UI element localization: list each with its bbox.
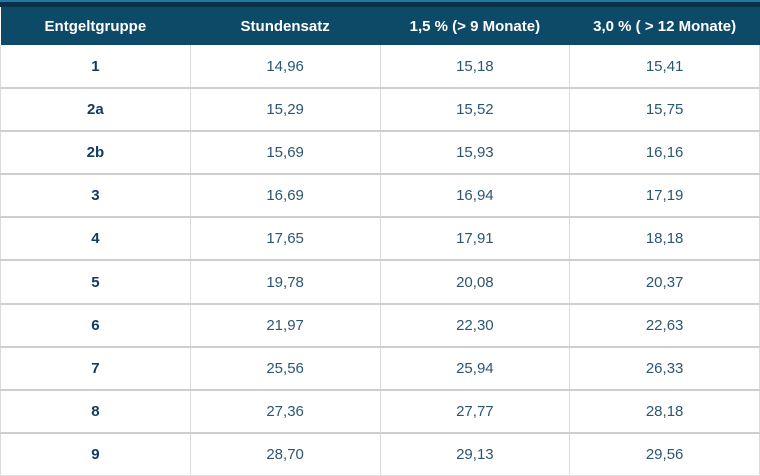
table-body: 1 14,96 15,18 15,41 2a 15,29 15,52 15,75 2b 15,69… bbox=[0, 45, 760, 476]
value-cell: 28,18 bbox=[569, 388, 760, 433]
value-cell: 27,36 bbox=[189, 388, 380, 433]
group-cell: 2b bbox=[0, 130, 191, 175]
group-cell: 3 bbox=[0, 173, 191, 218]
group-cell: 5 bbox=[0, 259, 191, 304]
table-row: 5 19,78 20,08 20,37 bbox=[0, 259, 760, 304]
value-cell: 15,52 bbox=[379, 87, 570, 132]
value-cell: 26,33 bbox=[569, 345, 760, 390]
column-header-1-5-percent: 1,5 % (> 9 Monate) bbox=[380, 7, 570, 45]
value-cell: 25,56 bbox=[189, 345, 380, 390]
value-cell: 15,93 bbox=[379, 130, 570, 175]
value-cell: 22,30 bbox=[379, 302, 570, 347]
group-cell: 6 bbox=[0, 302, 191, 347]
table-row: 9 28,70 29,13 29,56 bbox=[0, 431, 760, 476]
group-cell: 7 bbox=[0, 345, 191, 390]
value-cell: 15,18 bbox=[379, 45, 570, 89]
table-row: 7 25,56 25,94 26,33 bbox=[0, 345, 760, 390]
value-cell: 19,78 bbox=[189, 259, 380, 304]
table-row: 8 27,36 27,77 28,18 bbox=[0, 388, 760, 433]
column-header-entgeltgruppe: Entgeltgruppe bbox=[0, 7, 191, 45]
table-row: 3 16,69 16,94 17,19 bbox=[0, 173, 760, 218]
column-header-stundensatz: Stundensatz bbox=[190, 7, 380, 45]
value-cell: 20,08 bbox=[379, 259, 570, 304]
table-row: 1 14,96 15,18 15,41 bbox=[0, 45, 760, 89]
value-cell: 15,69 bbox=[189, 130, 380, 175]
value-cell: 17,19 bbox=[569, 173, 760, 218]
table-row: 6 21,97 22,30 22,63 bbox=[0, 302, 760, 347]
value-cell: 20,37 bbox=[569, 259, 760, 304]
table-row: 4 17,65 17,91 18,18 bbox=[0, 216, 760, 261]
value-cell: 15,29 bbox=[189, 87, 380, 132]
value-cell: 16,69 bbox=[189, 173, 380, 218]
top-divider bbox=[0, 0, 760, 7]
value-cell: 21,97 bbox=[189, 302, 380, 347]
value-cell: 28,70 bbox=[189, 431, 380, 476]
value-cell: 27,77 bbox=[379, 388, 570, 433]
group-cell: 9 bbox=[0, 431, 191, 476]
column-header-3-0-percent: 3,0 % ( > 12 Monate) bbox=[569, 7, 760, 45]
value-cell: 16,16 bbox=[569, 130, 760, 175]
header-row: Entgeltgruppe Stundensatz 1,5 % (> 9 Mon… bbox=[0, 7, 760, 45]
value-cell: 17,91 bbox=[379, 216, 570, 261]
value-cell: 29,56 bbox=[569, 431, 760, 476]
value-cell: 25,94 bbox=[379, 345, 570, 390]
value-cell: 22,63 bbox=[569, 302, 760, 347]
group-cell: 2a bbox=[0, 87, 191, 132]
value-cell: 18,18 bbox=[569, 216, 760, 261]
table-header: Entgeltgruppe Stundensatz 1,5 % (> 9 Mon… bbox=[0, 7, 760, 45]
group-cell: 1 bbox=[0, 45, 191, 89]
group-cell: 4 bbox=[0, 216, 191, 261]
value-cell: 17,65 bbox=[189, 216, 380, 261]
group-cell: 8 bbox=[0, 388, 191, 433]
value-cell: 29,13 bbox=[379, 431, 570, 476]
value-cell: 16,94 bbox=[379, 173, 570, 218]
table-row: 2b 15,69 15,93 16,16 bbox=[0, 130, 760, 175]
table-row: 2a 15,29 15,52 15,75 bbox=[0, 87, 760, 132]
value-cell: 14,96 bbox=[189, 45, 380, 89]
value-cell: 15,75 bbox=[569, 87, 760, 132]
wage-rate-table: Entgeltgruppe Stundensatz 1,5 % (> 9 Mon… bbox=[0, 7, 760, 476]
value-cell: 15,41 bbox=[569, 45, 760, 89]
